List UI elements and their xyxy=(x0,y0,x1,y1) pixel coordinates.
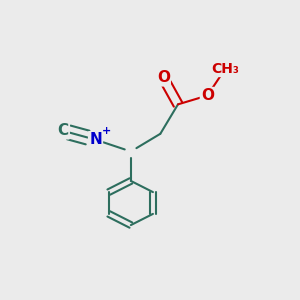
Text: N: N xyxy=(89,132,102,147)
Text: O: O xyxy=(157,70,170,86)
Text: O: O xyxy=(201,88,214,103)
Text: CH₃: CH₃ xyxy=(211,62,239,76)
Text: +: + xyxy=(102,126,111,136)
Text: C: C xyxy=(58,123,69,138)
